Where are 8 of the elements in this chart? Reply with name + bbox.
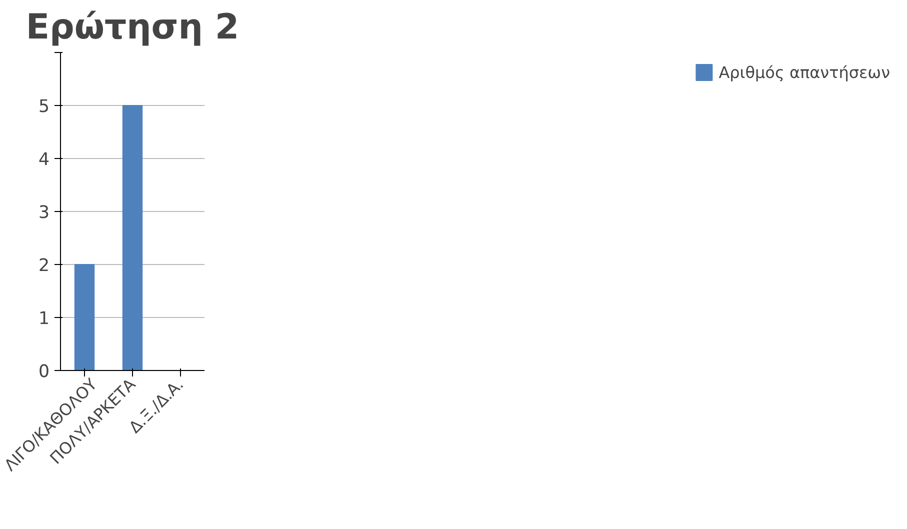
y-tick-label: 4 <box>38 150 50 170</box>
y-tick-label: 2 <box>38 256 50 276</box>
y-tick-label: 5 <box>38 97 50 117</box>
legend-label: Αριθμός απαντήσεων <box>718 62 890 82</box>
y-tick-label: 0 <box>38 362 50 382</box>
y-tick-label: 3 <box>38 203 50 223</box>
y-tick-label: 1 <box>38 309 50 329</box>
chart-title: Ερώτηση 2 <box>26 8 240 48</box>
